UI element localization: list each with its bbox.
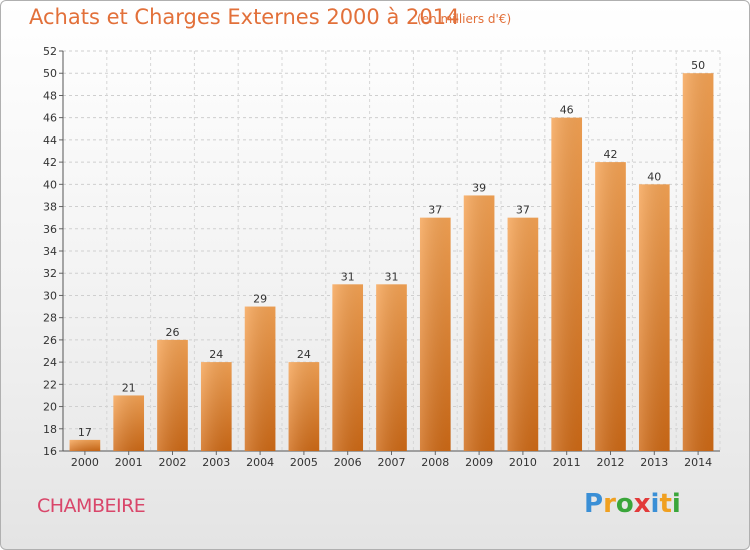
y-tick-label: 20 — [43, 401, 57, 414]
bar-shade-2001 — [113, 395, 145, 451]
value-labels: 17 21 26 24 29 24 31 31 37 39 37 46 42 40 50 — [78, 59, 705, 439]
logo-letter: t — [659, 489, 672, 519]
y-tick-label: 44 — [43, 134, 57, 147]
x-tick-label-2010: 2010 — [509, 456, 537, 469]
value-label-2001: 21 — [122, 381, 136, 394]
x-tick-label-2008: 2008 — [421, 456, 449, 469]
bar-shade-2006 — [332, 284, 364, 451]
y-tick-label: 28 — [43, 312, 57, 325]
proxiti-logo[interactable]: Proxiti — [584, 489, 681, 519]
x-tick-label-2009: 2009 — [465, 456, 493, 469]
value-label-2006: 31 — [341, 270, 355, 283]
x-tick-label-2000: 2000 — [71, 456, 99, 469]
value-label-2014: 50 — [691, 59, 705, 72]
logo-letter: i — [671, 489, 681, 519]
x-tick-label-2005: 2005 — [290, 456, 318, 469]
bar-shade-2013 — [638, 184, 670, 452]
y-tick-label: 32 — [43, 267, 57, 280]
value-label-2000: 17 — [78, 426, 92, 439]
bar-shade-2004 — [244, 306, 276, 451]
y-tick-label: 46 — [43, 112, 57, 125]
x-tick-label-2011: 2011 — [553, 456, 581, 469]
bar-shade-2009 — [463, 195, 495, 451]
value-label-2012: 42 — [604, 148, 618, 161]
chart-title: Achats et Charges Externes 2000 à 2014 — [29, 5, 460, 29]
y-tick-label: 24 — [43, 356, 57, 369]
value-label-2013: 40 — [647, 170, 661, 183]
value-label-2007: 31 — [385, 270, 399, 283]
bar-shade-2005 — [288, 362, 320, 451]
bar-shade-2003 — [200, 362, 232, 451]
bar-shade-2002 — [157, 339, 188, 451]
bar-shade-2007 — [376, 284, 407, 451]
y-tick-label: 50 — [43, 67, 57, 80]
value-label-2004: 29 — [253, 293, 267, 306]
value-label-2005: 24 — [297, 348, 311, 361]
y-tick-label: 48 — [43, 89, 57, 102]
bar-shade-2014 — [682, 73, 714, 451]
x-tick-label-2002: 2002 — [159, 456, 187, 469]
logo-letter: r — [603, 489, 616, 519]
value-label-2011: 46 — [560, 104, 574, 117]
y-tick-label: 36 — [43, 223, 57, 236]
y-tick-label: 26 — [43, 334, 57, 347]
bar-shade-2012 — [595, 162, 626, 451]
value-label-2002: 26 — [166, 326, 180, 339]
logo-letter: i — [650, 489, 660, 519]
y-tick-label: 52 — [43, 45, 57, 58]
x-tick-label-2003: 2003 — [202, 456, 230, 469]
y-tick-label: 38 — [43, 201, 57, 214]
y-tick-label: 18 — [43, 423, 57, 436]
bar-shade-2011 — [551, 117, 583, 452]
x-tick-label-2001: 2001 — [115, 456, 143, 469]
x-tick-label-2007: 2007 — [378, 456, 406, 469]
logo-letter: o — [615, 489, 634, 519]
bar-shade-2000 — [69, 439, 101, 451]
x-tick-label-2013: 2013 — [640, 456, 668, 469]
x-tick-label-2014: 2014 — [684, 456, 712, 469]
y-tick-label: 30 — [43, 289, 57, 302]
logo-letter: x — [633, 489, 651, 519]
y-tick-label: 40 — [43, 178, 57, 191]
y-tick-label: 42 — [43, 156, 57, 169]
bar-shade-2008 — [419, 217, 451, 451]
bars — [69, 73, 714, 452]
chart-subtitle: (en milliers d'€) — [417, 12, 512, 26]
location-name: CHAMBEIRE — [37, 495, 146, 517]
y-tick-label: 22 — [43, 378, 57, 391]
value-label-2008: 37 — [428, 204, 442, 217]
value-label-2009: 39 — [472, 181, 486, 194]
x-tick-label-2006: 2006 — [334, 456, 362, 469]
x-tick-label-2004: 2004 — [246, 456, 274, 469]
y-tick-label: 16 — [43, 445, 57, 458]
value-label-2003: 24 — [209, 348, 223, 361]
axes: 16 18 20 22 24 26 28 30 32 34 36 38 40 42 44 46 48 50 52 20… — [43, 45, 720, 469]
logo-letter: P — [584, 489, 604, 519]
y-tick-label: 34 — [43, 245, 57, 258]
x-tick-label-2012: 2012 — [597, 456, 625, 469]
bar-shade-2010 — [507, 217, 539, 451]
value-label-2010: 37 — [516, 204, 530, 217]
